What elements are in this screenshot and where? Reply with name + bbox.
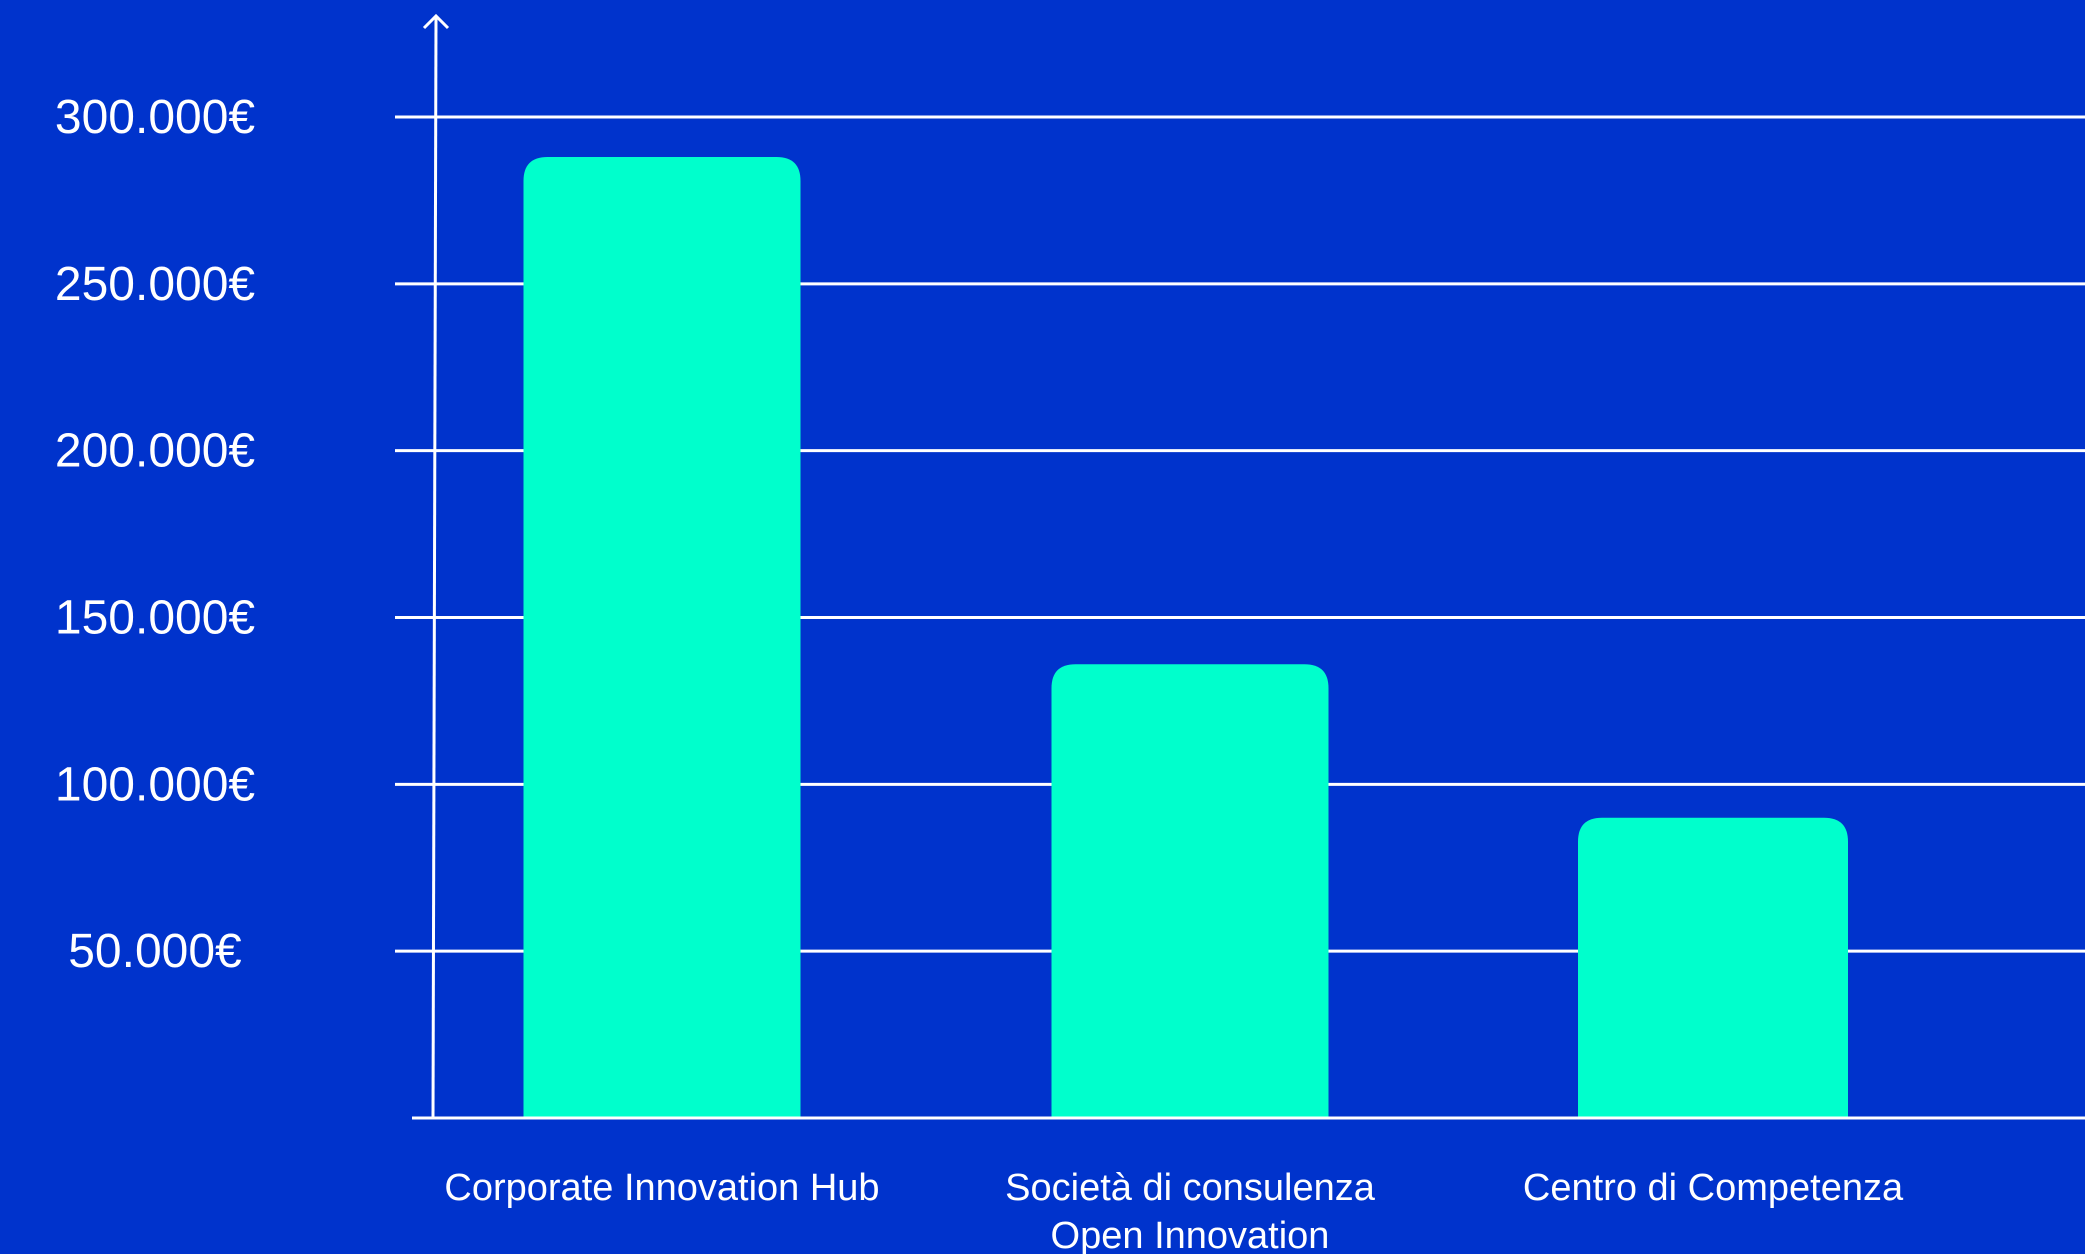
x-category-label: Società di consulenza Open Innovation — [1005, 1167, 1376, 1254]
x-category-label: Centro di Competenza — [1523, 1167, 1904, 1209]
x-category-label-line: Corporate Innovation Hub — [444, 1167, 879, 1209]
bar — [1578, 817, 1848, 1118]
y-tick-label: 50.000€ — [68, 925, 242, 978]
x-category-label: Corporate Innovation Hub — [444, 1167, 879, 1209]
y-tick-labels: 50.000€ 100.000€ 150.000€ 200.000€ 250.000€ 3… — [55, 91, 256, 978]
y-axis — [431, 15, 438, 1119]
x-category-label-line: Centro di Competenza — [1523, 1167, 1904, 1209]
y-axis-arrow-icon — [422, 13, 450, 30]
y-tick-label: 250.000€ — [55, 258, 256, 311]
y-tick-label: 300.000€ — [55, 91, 256, 144]
x-category-label-line: Società di consulenza — [1005, 1167, 1376, 1209]
bars — [523, 157, 1848, 1119]
axes — [412, 13, 2085, 1120]
y-tick-label: 150.000€ — [55, 592, 256, 645]
bar — [523, 157, 801, 1119]
x-category-labels: Corporate Innovation Hub Società di consu… — [444, 1167, 1904, 1254]
x-category-label-line: Open Innovation — [1051, 1215, 1330, 1254]
y-tick-label: 100.000€ — [55, 758, 256, 811]
y-tick-label: 200.000€ — [55, 425, 256, 478]
bar — [1051, 664, 1329, 1118]
